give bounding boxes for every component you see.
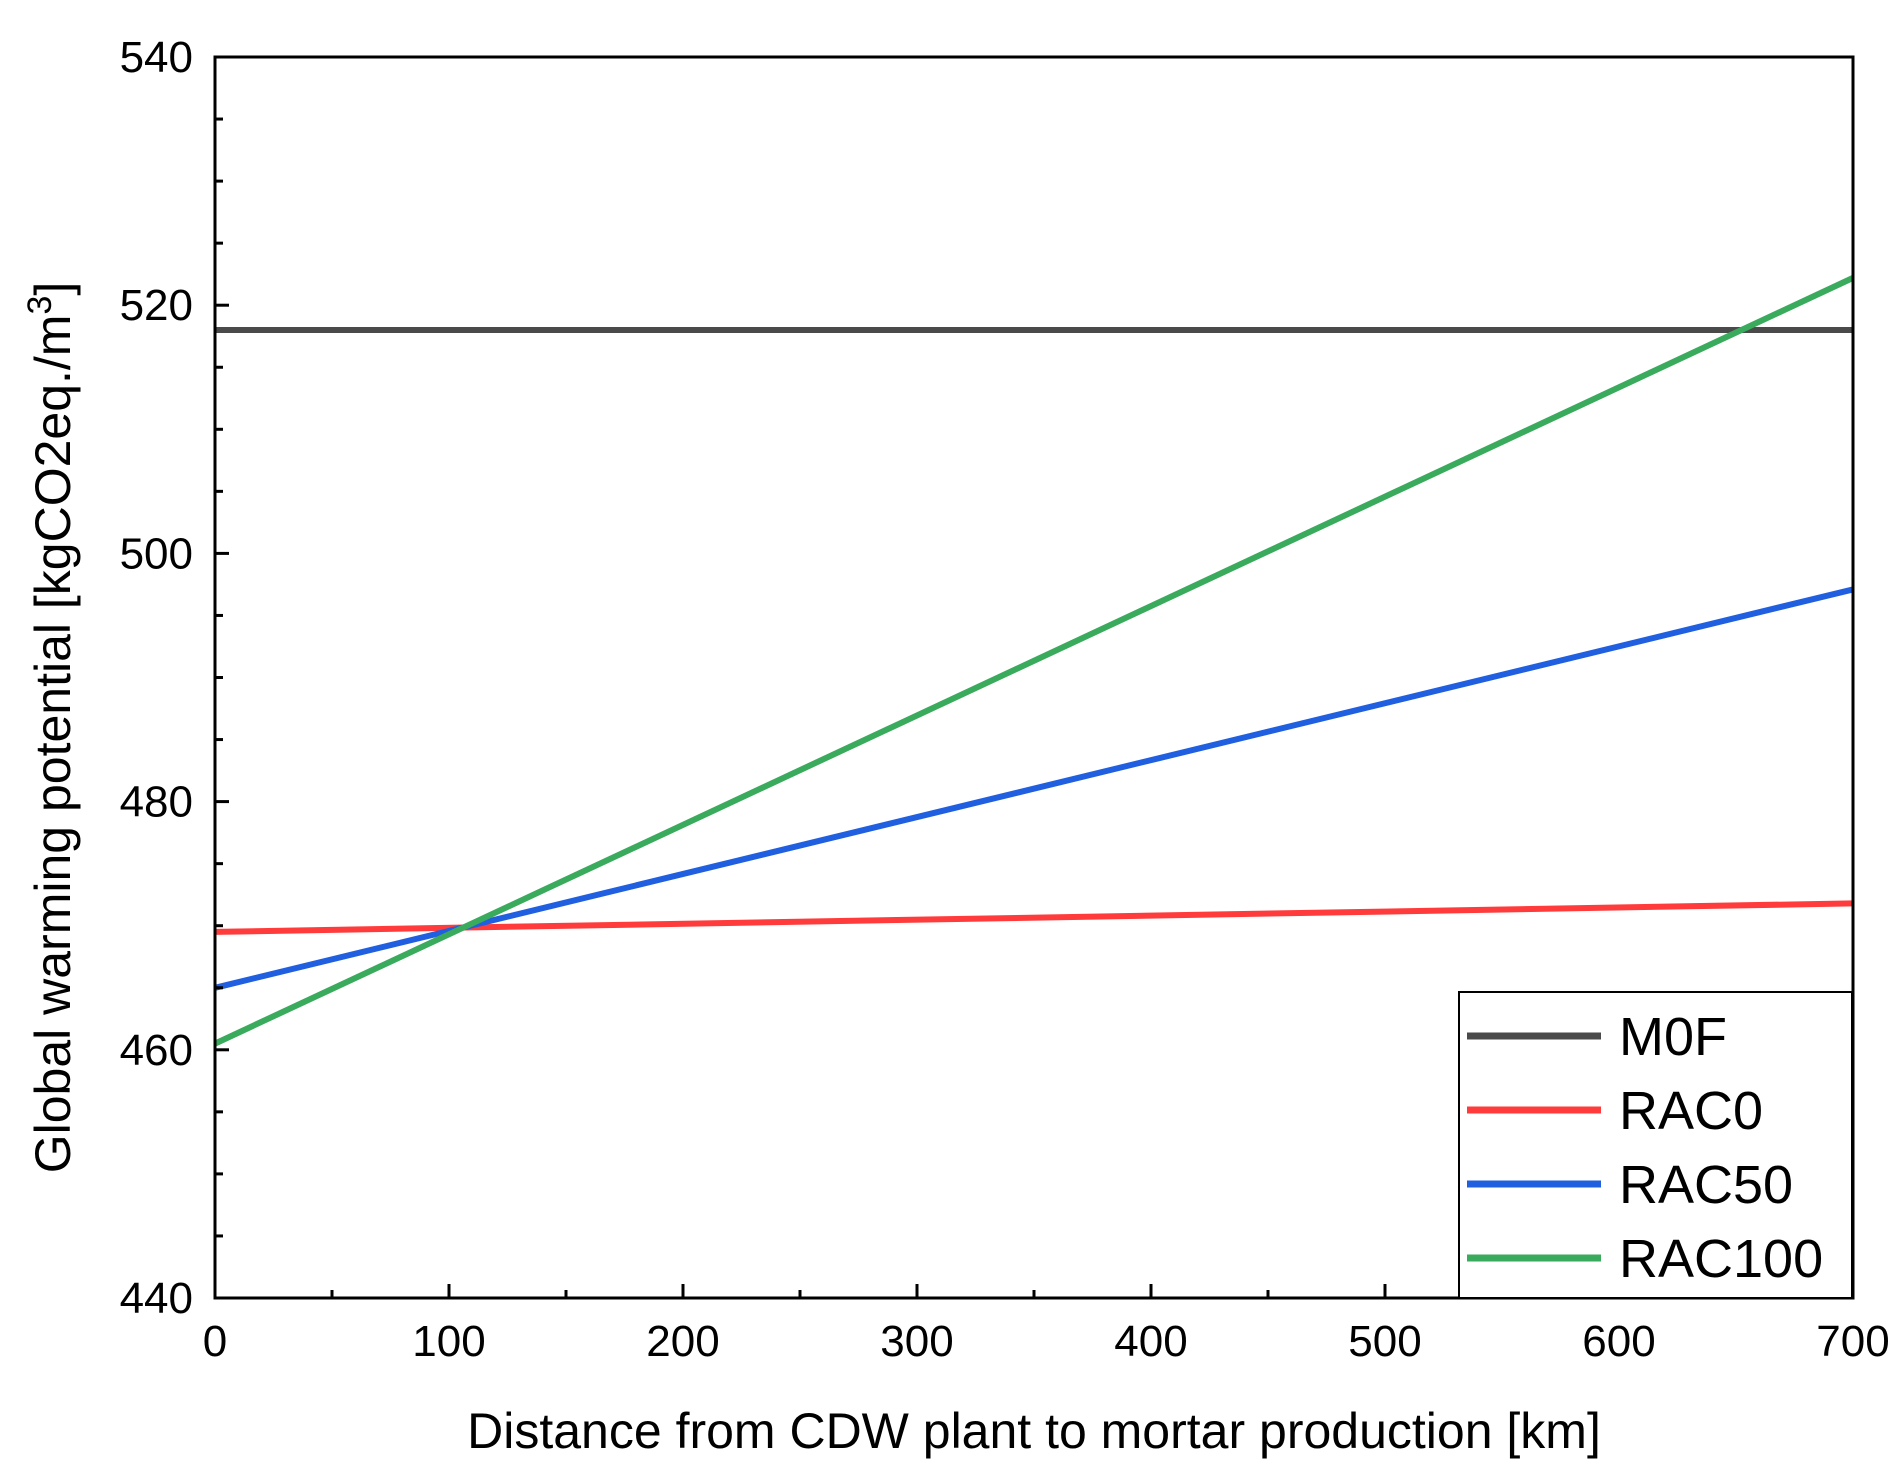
legend-label-rac50: RAC50 [1619,1155,1793,1215]
series-layer [213,275,1855,1047]
x-tick-label: 0 [203,1317,227,1366]
x-tick-label: 600 [1582,1317,1655,1366]
x-tick-label: 500 [1348,1317,1421,1366]
y-axis-title-superscript: 3 [21,296,59,315]
legend-label-rac100: RAC100 [1619,1229,1823,1289]
x-tick-label: 300 [880,1317,953,1366]
y-tick-label: 440 [120,1274,193,1323]
legend-label-m0f: M0F [1619,1007,1727,1067]
y-tick-label: 480 [120,778,193,827]
x-tick-label: 700 [1816,1317,1889,1366]
x-tick-label: 400 [1114,1317,1187,1366]
series-line-rac0 [214,900,1854,935]
plot-frame [213,55,1855,1300]
legend-box [1458,991,1853,1299]
series-line-rac50 [214,586,1854,991]
y-tick-label: 500 [120,529,193,578]
x-tick-label: 200 [646,1317,719,1366]
x-tick-label: 100 [412,1317,485,1366]
y-axis-title-close: ] [25,282,81,296]
legend: M0F RAC0 RAC50 RAC100 [1458,991,1853,1299]
x-axis-title: Distance from CDW plant to mortar produc… [467,1403,1601,1459]
y-axis-title: Global warming potential [kgCO2eq./m3] [21,282,81,1174]
y-tick-label: 540 [120,33,193,82]
series-line-rac100 [213,275,1855,1047]
y-axis-title-main: Global warming potential [kgCO2eq./m [25,315,81,1174]
y-tick-label: 460 [120,1026,193,1075]
legend-label-rac0: RAC0 [1619,1081,1763,1141]
y-tick-label: 520 [120,281,193,330]
ticks-layer: 0 100 200 300 400 500 600 700 440 460 480 500 520 540 [120,33,1890,1366]
